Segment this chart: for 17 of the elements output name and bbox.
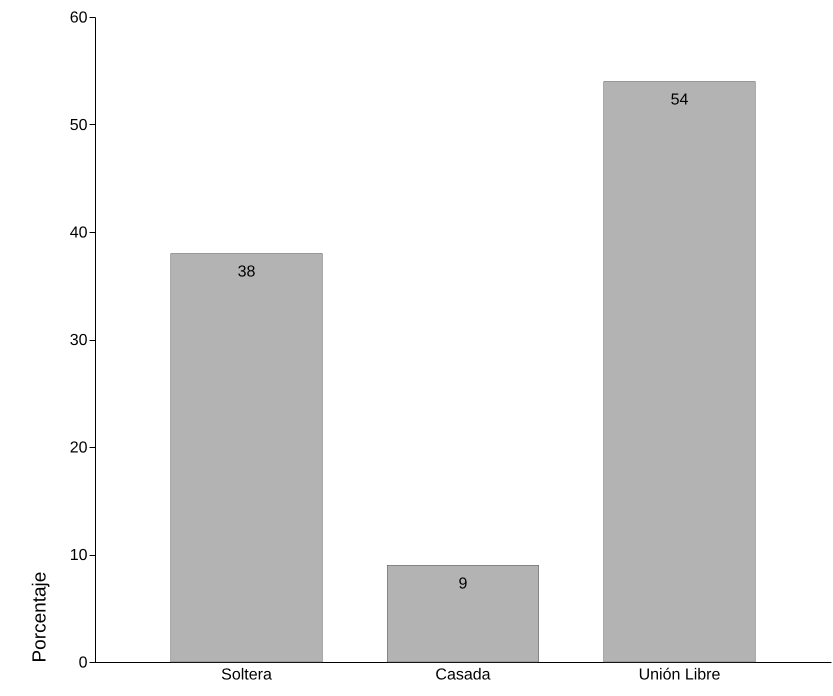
y-tick-label: 20 <box>70 440 88 456</box>
y-tick-label: 60 <box>70 10 88 26</box>
y-tick-label: 30 <box>70 332 88 349</box>
y-tick-label: 0 <box>78 654 88 672</box>
y-axis-title: Porcentaje <box>30 572 51 662</box>
x-tick-label: Soltera <box>221 666 272 684</box>
y-tick-label: 40 <box>70 224 88 242</box>
bar <box>386 565 540 662</box>
data-label: 54 <box>670 92 688 108</box>
x-tick-label: Casada <box>435 666 491 684</box>
bar <box>603 81 756 662</box>
data-label: 38 <box>238 264 256 280</box>
y-tick-label: 10 <box>70 547 88 564</box>
y-tick-label: 50 <box>70 117 88 134</box>
x-tick-label: Unión Libre <box>638 666 720 684</box>
data-label: 9 <box>458 575 468 592</box>
bar <box>170 253 323 662</box>
